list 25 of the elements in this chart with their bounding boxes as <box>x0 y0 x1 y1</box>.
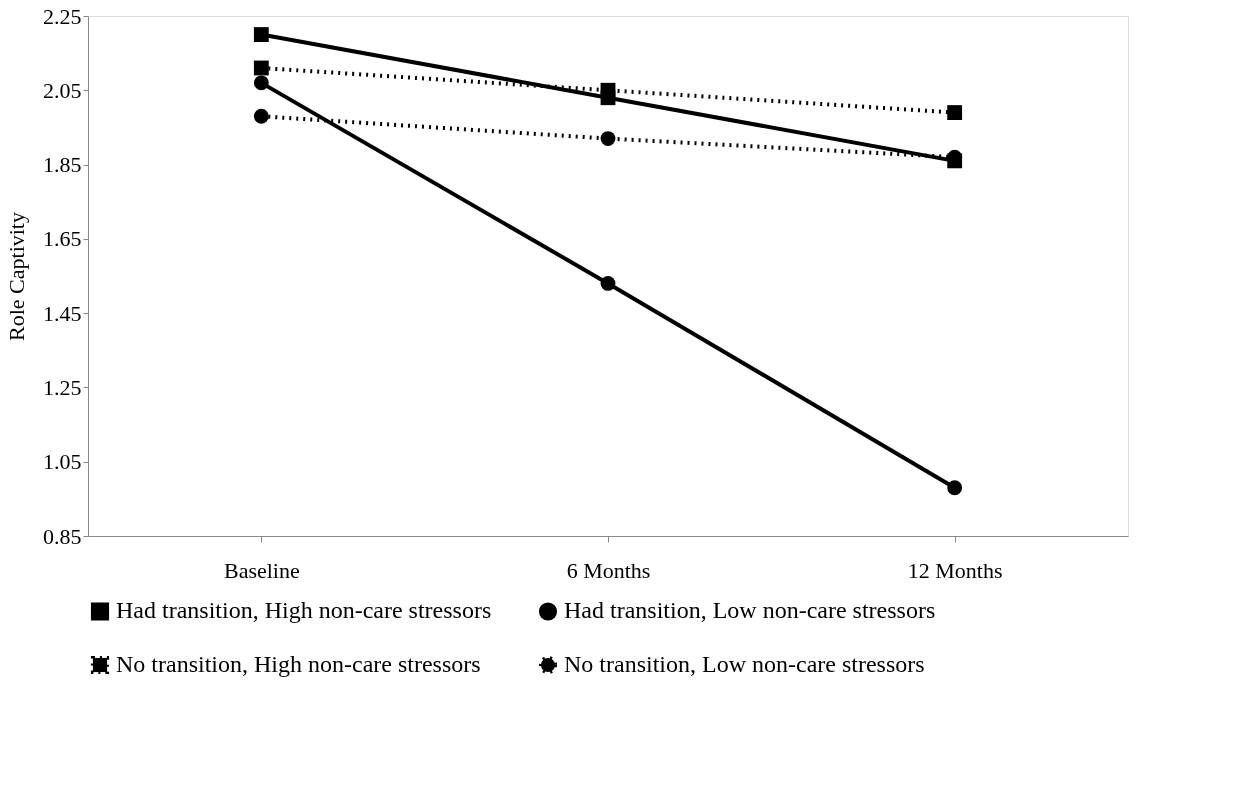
y-tick-label: 2.05 <box>43 77 82 103</box>
point <box>253 108 269 124</box>
legend-label: No transition, Low non-care stressors <box>564 651 925 677</box>
y-tick-label: 2.25 <box>43 3 82 29</box>
point <box>253 60 269 76</box>
point <box>253 27 269 42</box>
y-tick-label: 1.65 <box>43 226 82 252</box>
x-tick-label: 12 Months <box>907 557 1003 583</box>
point <box>947 480 963 496</box>
legend-label: No transition, High non-care stressors <box>116 651 481 677</box>
y-tick-label: 1.45 <box>43 300 82 326</box>
y-tick-label: 1.85 <box>43 152 82 178</box>
x-tick-label: Baseline <box>223 557 300 583</box>
y-tick-label: 0.85 <box>43 523 82 549</box>
point <box>947 105 963 120</box>
legend-label: Had transition, High non-care stressors <box>116 597 492 624</box>
y-tick-label: 1.05 <box>43 449 82 475</box>
legend-label: Had transition, Low non-care stressors <box>564 597 936 624</box>
point <box>600 276 616 291</box>
y-tick-label: 1.25 <box>43 374 82 400</box>
x-tick-label: 6 Months <box>566 557 651 583</box>
point <box>600 82 616 98</box>
y-axis-title: Role Captivity <box>4 212 29 341</box>
point <box>600 131 616 146</box>
point <box>253 75 269 91</box>
